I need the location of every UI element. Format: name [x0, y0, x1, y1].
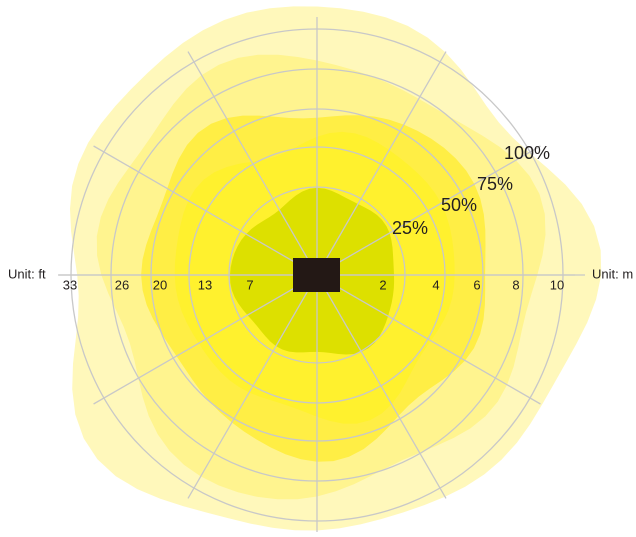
ft-label: 20 — [153, 277, 167, 292]
sensor — [293, 258, 340, 292]
m-label: 8 — [512, 277, 519, 292]
coverage-label: 25% — [392, 218, 428, 238]
coverage-label: 100% — [504, 143, 550, 163]
ft-label: 7 — [246, 277, 253, 292]
ft-label: 13 — [198, 277, 212, 292]
ft-label: 33 — [63, 277, 77, 292]
coverage-label: 75% — [477, 174, 513, 194]
ft-label: 26 — [115, 277, 129, 292]
m-label: 2 — [379, 277, 386, 292]
unit-left: Unit: ft — [8, 266, 46, 281]
m-label: 6 — [473, 277, 480, 292]
coverage-label: 50% — [441, 195, 477, 215]
m-label: 10 — [550, 277, 564, 292]
m-label: 4 — [432, 277, 439, 292]
unit-right: Unit: m — [592, 266, 633, 281]
